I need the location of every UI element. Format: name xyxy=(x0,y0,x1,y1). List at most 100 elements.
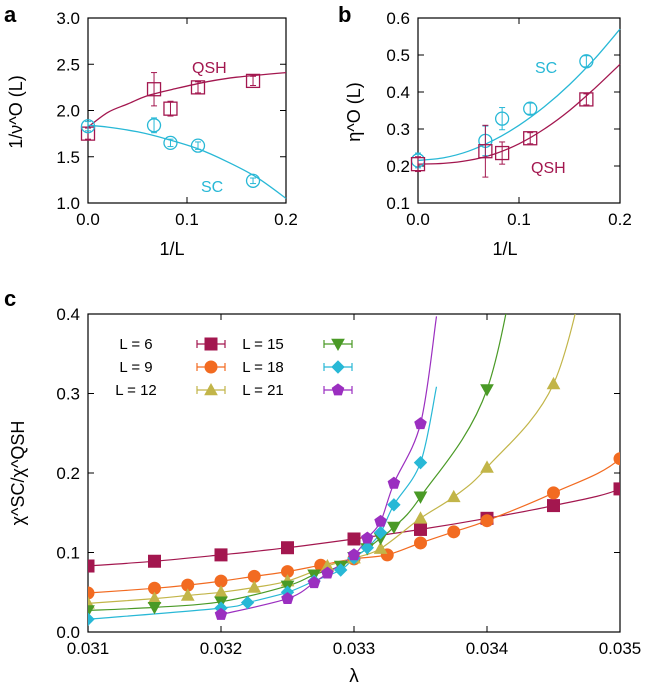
panel-c-lines xyxy=(88,314,620,620)
panel-c-frame xyxy=(87,313,621,633)
panel-a-qsh-annotation: QSH xyxy=(192,60,227,77)
panel-a-ytick-label: 2.0 xyxy=(56,102,80,121)
panel-a-xlabel: 1/L xyxy=(159,239,184,259)
panel-a-fit-qsh xyxy=(87,71,287,128)
panel-b-ticks: 0.0 0.1 0.20.10.20.30.40.50.6 xyxy=(386,9,631,229)
legend-label-L15: L = 15 xyxy=(242,336,284,353)
panel-a-point-sc xyxy=(190,138,206,153)
panel-a: a 0.0 0.1 0.2 1.0 1.5 2.0 2.5 3.0 QSH SC 1/L 1/… xyxy=(4,2,298,259)
panel-b-xlabel: 1/L xyxy=(492,239,517,259)
panel-b: b 0.0 0.1 0.20.10.20.30.40.50.6 SC QSH 1/L… xyxy=(338,2,632,259)
panel-c-point-L18 xyxy=(413,455,428,470)
panel-c-point-L6 xyxy=(148,554,161,568)
legend-label-L6: L = 6 xyxy=(119,336,152,353)
panel-a-ylabel: 1/ν^O (L) xyxy=(6,75,26,148)
panel-b-ytick-label: 0.4 xyxy=(386,83,410,102)
panel-a-point-qsh xyxy=(163,101,178,116)
panel-b-label: b xyxy=(338,2,351,27)
panel-a-fits xyxy=(87,71,287,199)
panel-c-point-L15 xyxy=(387,521,401,535)
legend-label-L18: L = 18 xyxy=(242,359,284,376)
panel-c-point-L21 xyxy=(307,576,321,589)
panel-c-point-L15 xyxy=(147,602,162,615)
panel-a-point-sc xyxy=(163,135,178,151)
panel-c-xtick-label: 0.035 xyxy=(599,639,642,658)
legend-label-L21: L = 21 xyxy=(242,382,284,399)
panel-c-point-L6 xyxy=(414,522,427,536)
panel-c-point-L18 xyxy=(333,563,348,577)
panel-c-line-L12 xyxy=(88,314,576,604)
panel-b-qsh-annotation: QSH xyxy=(531,160,566,177)
panel-c-point-L9 xyxy=(480,514,494,528)
legend-marker-L6 xyxy=(204,337,218,351)
panel-c-point-L21 xyxy=(374,514,387,527)
panel-c-point-L9 xyxy=(447,525,461,539)
panel-a-point-sc xyxy=(80,119,96,134)
panel-c-point-L6 xyxy=(613,482,620,496)
legend-label-L12: L = 12 xyxy=(115,382,157,399)
panel-a-marks xyxy=(80,72,261,188)
panel-a-point-qsh xyxy=(146,82,162,97)
panel-c-line-L15 xyxy=(88,314,507,612)
panel-b-point-qsh xyxy=(494,145,510,161)
panel-c-xtick-label: 0.033 xyxy=(333,639,376,658)
panel-c-point-L6 xyxy=(214,548,228,562)
panel-c-legend: L = 6 L = 9 L = 12 L = 15 L = 18 L = 21 xyxy=(115,336,353,399)
panel-c-point-L18 xyxy=(240,595,255,610)
panel-c-line-L18 xyxy=(88,386,438,620)
panel-c-point-L15 xyxy=(480,384,494,397)
panel-c-point-L12 xyxy=(413,511,428,524)
panel-c-point-L9 xyxy=(547,486,560,500)
panel-b-sc-annotation: SC xyxy=(535,60,557,77)
panel-b-point-sc xyxy=(523,101,538,116)
panel-c-point-L12 xyxy=(480,460,494,473)
panel-b-ytick-label: 0.3 xyxy=(386,120,410,139)
panel-c-ytick-label: 0.1 xyxy=(56,544,80,563)
legend-marker-L15 xyxy=(331,338,345,352)
panel-a-xtick-label: 0.0 xyxy=(76,210,100,229)
panel-c-point-L9 xyxy=(88,586,95,600)
panel-c-point-L21 xyxy=(414,417,427,430)
panel-a-point-qsh xyxy=(190,80,206,95)
panel-b-ytick-label: 0.5 xyxy=(386,46,410,65)
panel-a-xtick-label: 0.1 xyxy=(175,210,199,229)
panel-c-line-L9 xyxy=(88,457,620,594)
panel-c-ticks: 0.031 0.032 0.033 0.034 0.035 0.0 0.1 0.2 0.3 0.4 xyxy=(56,305,641,658)
panel-c-xtick-label: 0.031 xyxy=(67,639,110,658)
panel-c-ytick-label: 0.2 xyxy=(56,464,80,483)
panel-b-point-sc xyxy=(494,111,510,126)
panel-c-point-L9 xyxy=(613,452,620,466)
panel-b-point-qsh xyxy=(523,131,538,146)
panel-c-point-L21 xyxy=(214,607,228,620)
panel-a-xtick-label: 0.2 xyxy=(274,210,298,229)
panel-a-point-sc xyxy=(146,118,162,133)
panel-a-label: a xyxy=(4,2,17,27)
panel-a-fit-sc xyxy=(87,124,287,199)
panel-b-marks xyxy=(410,54,594,178)
panel-a-ytick-label: 1.0 xyxy=(56,194,80,213)
legend-marker-L9 xyxy=(204,360,218,374)
panel-c-point-L12 xyxy=(446,489,461,503)
panel-c-point-L15 xyxy=(413,491,428,504)
panel-c-xtick-label: 0.032 xyxy=(200,639,243,658)
panel-c-point-L12 xyxy=(180,588,195,601)
panel-c-point-L18 xyxy=(387,498,401,512)
panel-a-ytick-label: 1.5 xyxy=(56,148,80,167)
panel-c-point-L21 xyxy=(281,591,294,604)
panel-c-point-L12 xyxy=(546,376,561,390)
legend-marker-L21 xyxy=(331,383,345,396)
panel-a-ytick-label: 3.0 xyxy=(56,9,80,28)
panel-b-fit-qsh xyxy=(417,63,621,165)
panel-b-point-sc xyxy=(579,54,594,69)
panel-c: c 0.031 0.032 0.033 0.034 0.0350.00.10.20.30… xyxy=(4,286,641,687)
panel-c-ytick-label: 0.0 xyxy=(56,623,80,642)
panel-b-fits xyxy=(417,28,621,165)
panel-c-ytick-label: 0.3 xyxy=(56,385,80,404)
panel-b-point-qsh xyxy=(579,92,594,107)
panel-c-marks xyxy=(88,376,620,626)
panel-c-ylabel: χ^SC/χ^QSH xyxy=(8,421,28,526)
panel-c-point-L18 xyxy=(360,541,375,555)
panel-c-xtick-label: 0.034 xyxy=(466,639,509,658)
panel-c-point-L9 xyxy=(414,536,427,550)
panel-c-point-L12 xyxy=(373,541,388,554)
